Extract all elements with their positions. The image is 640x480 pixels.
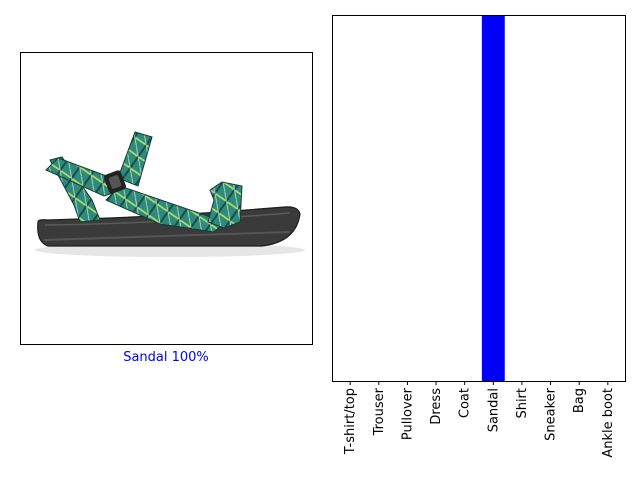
x-tick-label: Shirt	[515, 388, 530, 419]
x-tick-label: Sandal	[486, 388, 501, 432]
sandal-vertical-strap	[117, 131, 153, 187]
image-panel: Sandal 100%	[20, 52, 313, 365]
x-tick-label: Coat	[458, 388, 473, 418]
x-ticks-group: T-shirt/top Trouser Pullover Dress Coat Sanda…	[343, 381, 616, 458]
bars-group	[481, 16, 505, 381]
x-tick-label: Dress	[429, 388, 444, 425]
x-tick-label: Bag	[572, 388, 587, 413]
x-tick-label: T-shirt/top	[343, 388, 358, 455]
probability-chart: T-shirt/top Trouser Pullover Dress Coat Sanda…	[332, 15, 626, 458]
sandal-toe-loop	[207, 181, 243, 229]
x-tick-label: Sneaker	[544, 387, 559, 441]
x-tick-label: Trouser	[372, 387, 387, 436]
bar-sandal	[481, 16, 505, 381]
chart-axes-frame	[332, 15, 626, 382]
x-tick-label: Pullover	[400, 387, 415, 440]
image-frame	[20, 52, 313, 345]
prediction-caption: Sandal 100%	[123, 350, 209, 365]
sandal-illustration	[35, 131, 305, 257]
x-tick-label: Ankle boot	[601, 388, 616, 458]
